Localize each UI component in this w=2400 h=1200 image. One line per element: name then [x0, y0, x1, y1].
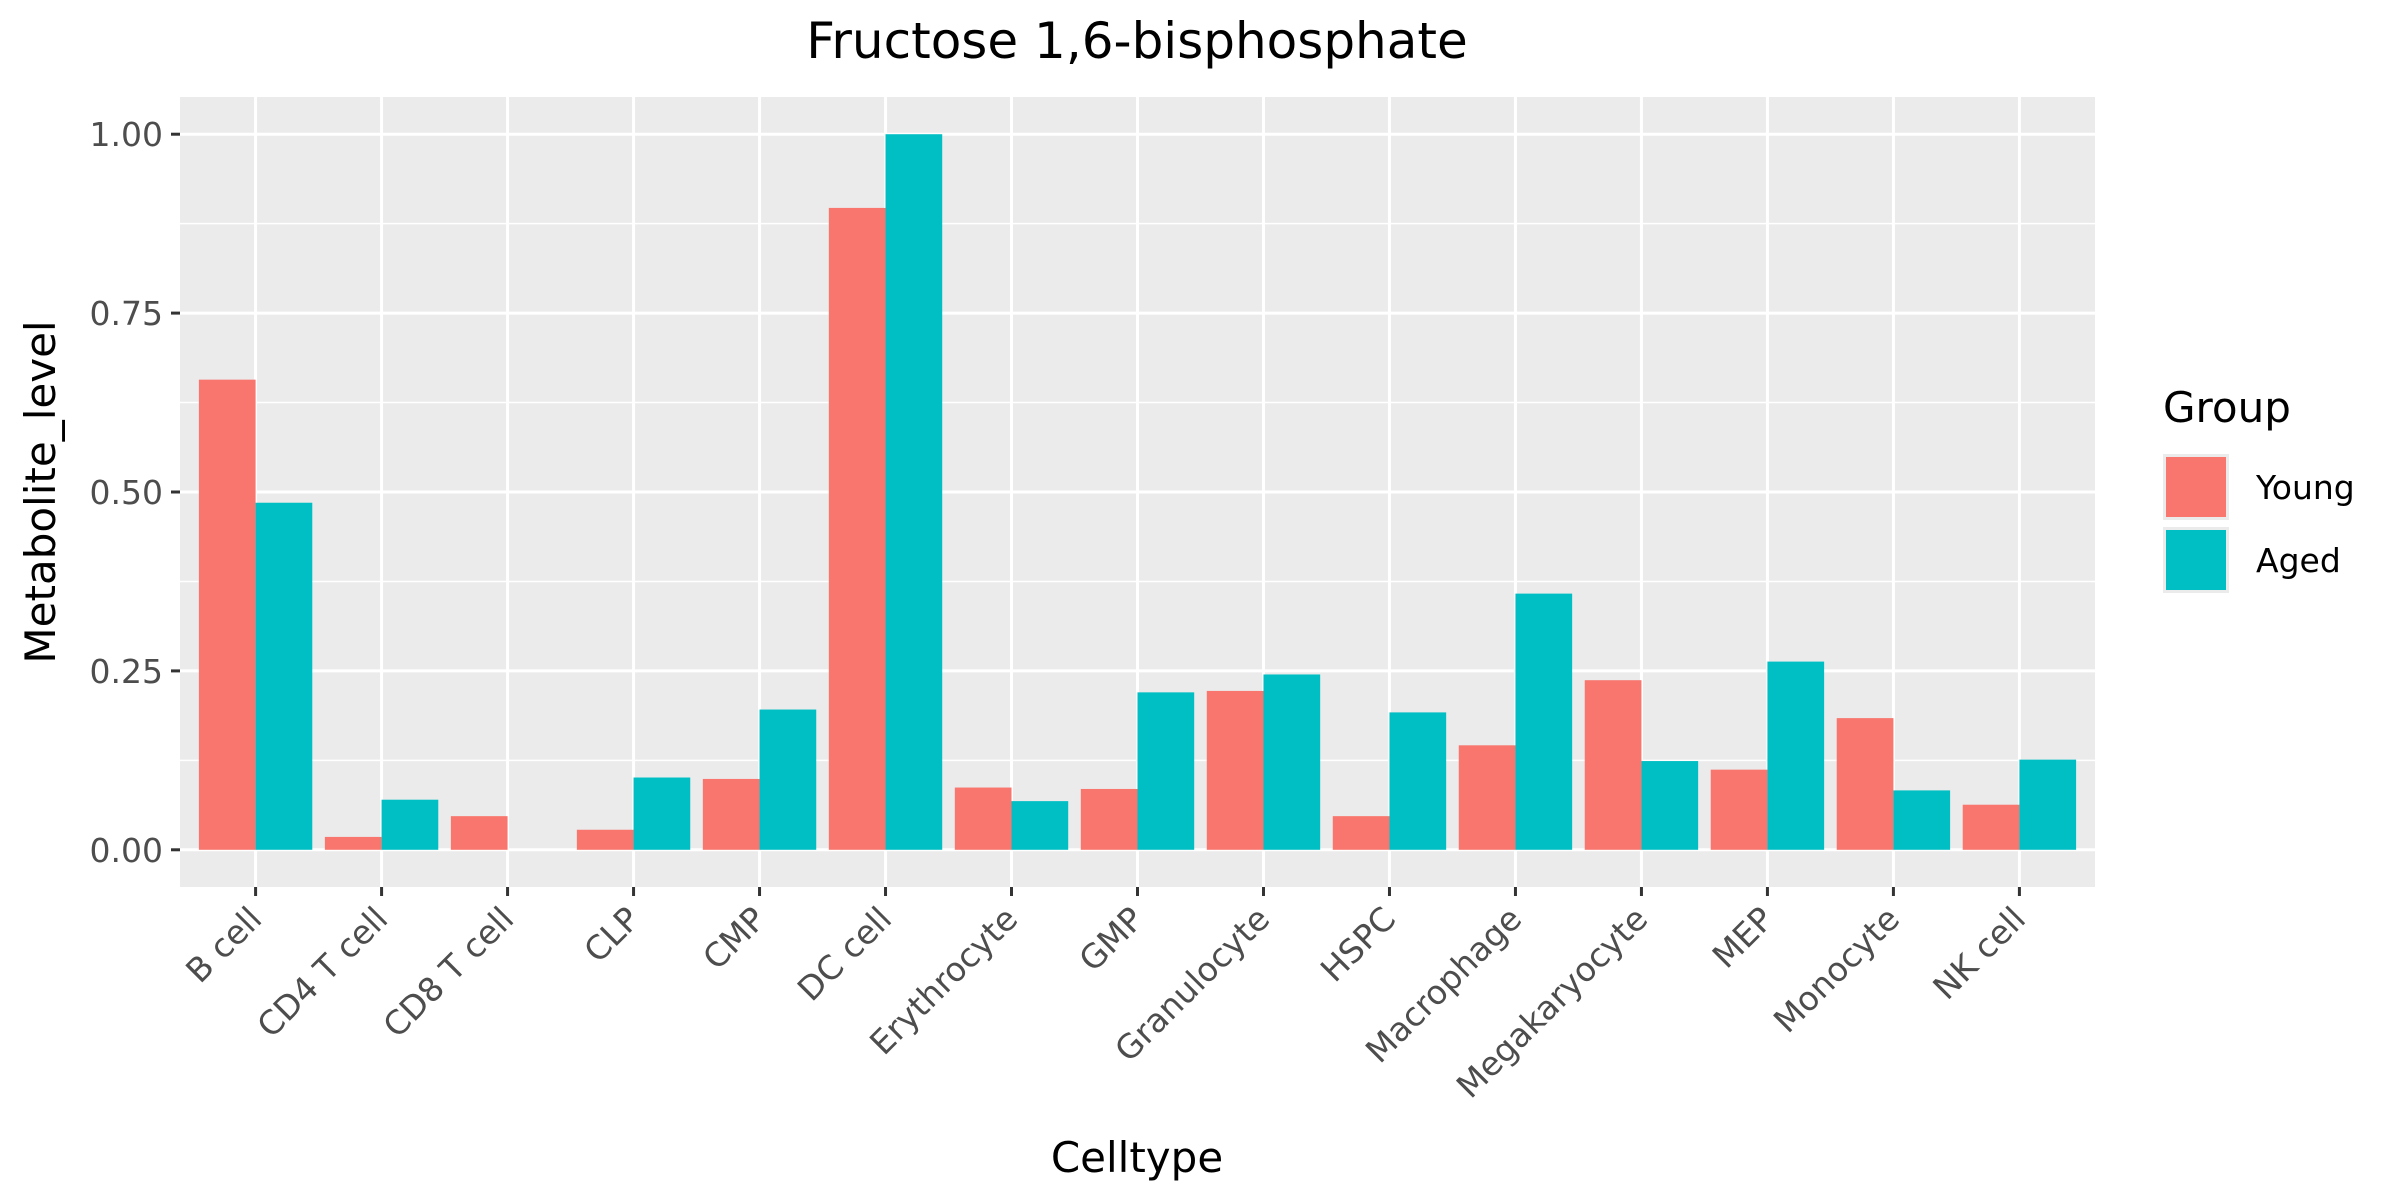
bar [759, 709, 817, 850]
legend-title: Group [2163, 383, 2291, 432]
y-tick-label: 1.00 [90, 115, 163, 154]
legend-swatch [2166, 530, 2226, 590]
bar [702, 778, 760, 850]
bar [1011, 801, 1069, 850]
bar [1641, 761, 1699, 850]
legend: Group Young Aged [2163, 383, 2355, 593]
bar [633, 777, 691, 850]
bar [1389, 712, 1447, 850]
x-tick-label: MEP [1705, 899, 1782, 976]
bar [885, 134, 943, 850]
bar [954, 787, 1012, 850]
x-tick-label: CD8 T cell [375, 899, 521, 1045]
legend-swatch [2166, 457, 2226, 517]
bar [1893, 790, 1951, 850]
bar [2019, 759, 2077, 850]
x-tick-label: NK cell [1925, 899, 2033, 1007]
y-tick-label: 0.00 [90, 831, 163, 870]
x-tick-label: CMP [695, 899, 773, 977]
chart-title: Fructose 1,6-bisphosphate [806, 12, 1468, 70]
bar [1137, 692, 1195, 850]
bar [450, 816, 508, 850]
bar [1836, 718, 1894, 850]
bar [1962, 804, 2020, 850]
bars [198, 134, 2077, 850]
bar [1080, 788, 1138, 850]
x-tick-label: Monocyte [1766, 899, 1907, 1040]
x-tick-label: CLP [576, 899, 647, 970]
bar [1458, 745, 1516, 850]
x-tick-label: CD4 T cell [249, 899, 395, 1045]
bar [1515, 593, 1573, 850]
y-axis-title: Metabolite_level [16, 320, 65, 663]
x-tick-label: GMP [1071, 899, 1151, 979]
y-axis: 0.00 0.25 0.50 0.75 1.00 [90, 115, 180, 870]
bar [1206, 690, 1264, 850]
bar [576, 829, 634, 850]
legend-label: Young [2255, 468, 2355, 507]
legend-items: Young Aged [2163, 454, 2355, 593]
legend-label: Aged [2256, 541, 2341, 580]
y-tick-label: 0.50 [90, 473, 163, 512]
y-tick-label: 0.75 [90, 294, 163, 333]
x-tick-label: HSPC [1313, 899, 1403, 989]
bar [828, 207, 886, 850]
bar [1332, 816, 1390, 850]
bar [1263, 674, 1321, 850]
bar [1710, 769, 1768, 850]
x-tick-label: B cell [178, 899, 269, 990]
x-axis-title: Celltype [1051, 1133, 1223, 1182]
x-tick-label: DC cell [790, 899, 899, 1008]
bar [1584, 680, 1642, 850]
bar [1767, 661, 1825, 850]
bar [324, 836, 382, 850]
bar [381, 799, 439, 850]
bar [255, 502, 313, 850]
y-tick-label: 0.25 [90, 652, 163, 691]
bar [198, 379, 256, 850]
